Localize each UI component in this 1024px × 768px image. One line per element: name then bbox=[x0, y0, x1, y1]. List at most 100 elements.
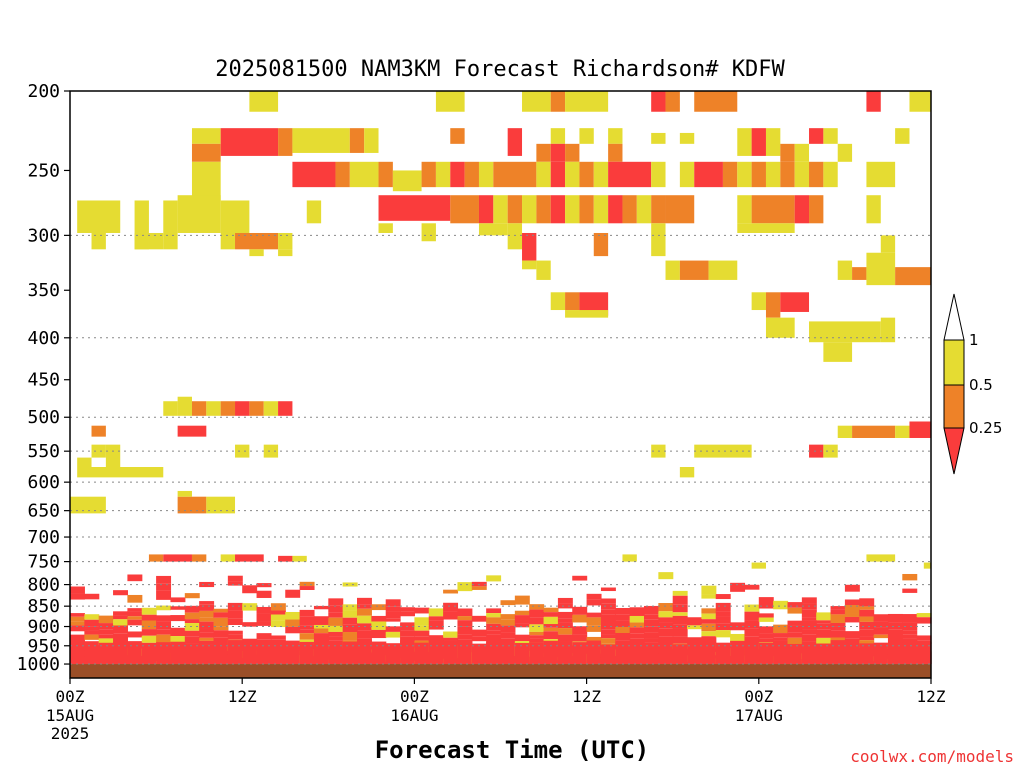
heatmap-cell bbox=[500, 619, 516, 626]
heatmap-cell bbox=[687, 617, 702, 626]
y-tick-label: 550 bbox=[27, 441, 60, 462]
x-tick-label: 12Z bbox=[917, 687, 946, 706]
heatmap-cell bbox=[844, 631, 860, 639]
heatmap-cell bbox=[328, 605, 344, 613]
heatmap-cell bbox=[514, 595, 530, 605]
heatmap-cell bbox=[529, 631, 545, 636]
heatmap-cell bbox=[629, 638, 645, 644]
heatmap-cell bbox=[371, 621, 387, 630]
heatmap-cell bbox=[270, 635, 286, 640]
heatmap-cell bbox=[809, 128, 824, 144]
heatmap-cell bbox=[184, 630, 200, 637]
heatmap-cell bbox=[299, 616, 315, 626]
heatmap-cell bbox=[543, 616, 559, 625]
heatmap-cell bbox=[371, 629, 387, 639]
heatmap-cell bbox=[84, 630, 100, 635]
heatmap-cell bbox=[113, 641, 128, 665]
y-tick-label: 200 bbox=[27, 81, 60, 102]
heatmap-cell bbox=[313, 624, 329, 629]
heatmap-cell bbox=[715, 642, 731, 665]
heatmap-cell bbox=[328, 617, 344, 626]
heatmap-cell bbox=[579, 161, 594, 188]
heatmap-cell bbox=[737, 128, 752, 156]
heatmap-cell bbox=[177, 496, 207, 514]
heatmap-cell bbox=[428, 608, 444, 617]
heatmap-cell bbox=[744, 636, 760, 644]
heatmap-cell bbox=[550, 91, 566, 112]
heatmap-cell bbox=[758, 638, 774, 643]
heatmap-cell bbox=[758, 613, 774, 618]
heatmap-cell bbox=[220, 200, 250, 233]
heatmap-cell bbox=[141, 635, 157, 643]
heatmap-cell bbox=[357, 604, 372, 609]
heatmap-cell bbox=[141, 643, 157, 665]
heatmap-cell bbox=[507, 223, 523, 250]
heatmap-cell bbox=[256, 583, 272, 588]
heatmap-cell bbox=[672, 615, 688, 625]
heatmap-cell bbox=[184, 644, 200, 665]
heatmap-cell bbox=[809, 161, 824, 188]
heatmap-cell bbox=[722, 161, 738, 188]
heatmap-cell bbox=[629, 615, 645, 623]
heatmap-cell bbox=[859, 609, 875, 617]
heatmap-cell bbox=[443, 643, 459, 665]
plot-frame bbox=[69, 90, 932, 679]
heatmap-cell bbox=[873, 621, 889, 628]
heatmap-cell bbox=[651, 91, 666, 112]
heatmap-cell bbox=[493, 161, 537, 188]
heatmap-cell bbox=[665, 260, 680, 280]
heatmap-cell bbox=[199, 604, 215, 611]
heatmap-cell bbox=[414, 636, 430, 641]
heatmap-cell bbox=[600, 598, 616, 604]
heatmap-cell bbox=[557, 603, 573, 609]
heatmap-cell bbox=[830, 637, 846, 642]
heatmap-cell bbox=[543, 627, 559, 632]
heatmap-cell bbox=[191, 554, 207, 562]
color-legend: 1 0.5 0.25 bbox=[943, 293, 1002, 475]
heatmap-cell bbox=[191, 128, 221, 144]
heatmap-cell bbox=[816, 620, 832, 624]
heatmap-cell bbox=[751, 195, 795, 224]
heatmap-cell bbox=[378, 161, 393, 188]
heatmap-cell bbox=[730, 582, 746, 592]
heatmap-cell bbox=[744, 620, 760, 629]
heatmap-cell bbox=[256, 613, 272, 622]
heatmap-cell bbox=[385, 606, 401, 612]
heatmap-cell bbox=[91, 444, 106, 458]
heatmap-cell bbox=[191, 143, 221, 162]
heatmap-cell bbox=[701, 631, 717, 637]
heatmap-cell bbox=[658, 572, 674, 580]
heatmap-cell bbox=[644, 632, 659, 639]
heatmap-cell bbox=[529, 624, 545, 632]
heatmap-cell bbox=[844, 616, 860, 623]
heatmap-cell bbox=[543, 640, 559, 665]
heatmap-cell bbox=[385, 618, 401, 622]
heatmap-cell bbox=[507, 128, 523, 156]
heatmap-cell bbox=[177, 396, 192, 416]
heatmap-cell bbox=[887, 613, 903, 623]
heatmap-cell bbox=[859, 636, 875, 641]
heatmap-cell bbox=[600, 638, 616, 644]
heatmap-cell bbox=[801, 597, 817, 604]
heatmap-cell bbox=[471, 629, 487, 637]
heatmap-cell bbox=[457, 608, 473, 617]
heatmap-cell bbox=[737, 161, 752, 188]
heatmap-cell bbox=[830, 630, 846, 638]
ground-fill bbox=[70, 664, 931, 678]
heatmap-cell bbox=[156, 605, 172, 611]
heatmap-cell bbox=[658, 628, 674, 637]
heatmap-cell bbox=[737, 195, 752, 224]
heatmap-cell bbox=[98, 634, 114, 639]
heatmap-cell bbox=[486, 641, 502, 665]
heatmap-cell bbox=[557, 622, 573, 629]
credit-text: coolwx.com/models bbox=[850, 747, 1014, 766]
heatmap-cell bbox=[809, 195, 824, 224]
heatmap-cell bbox=[887, 636, 903, 644]
heatmap-cell bbox=[98, 615, 114, 624]
heatmap-cell bbox=[141, 620, 157, 630]
heatmap-cell bbox=[658, 603, 674, 612]
heatmap-cell bbox=[687, 625, 702, 630]
heatmap-cell bbox=[400, 607, 415, 612]
heatmap-cell bbox=[486, 575, 502, 582]
heatmap-cell bbox=[600, 622, 616, 630]
